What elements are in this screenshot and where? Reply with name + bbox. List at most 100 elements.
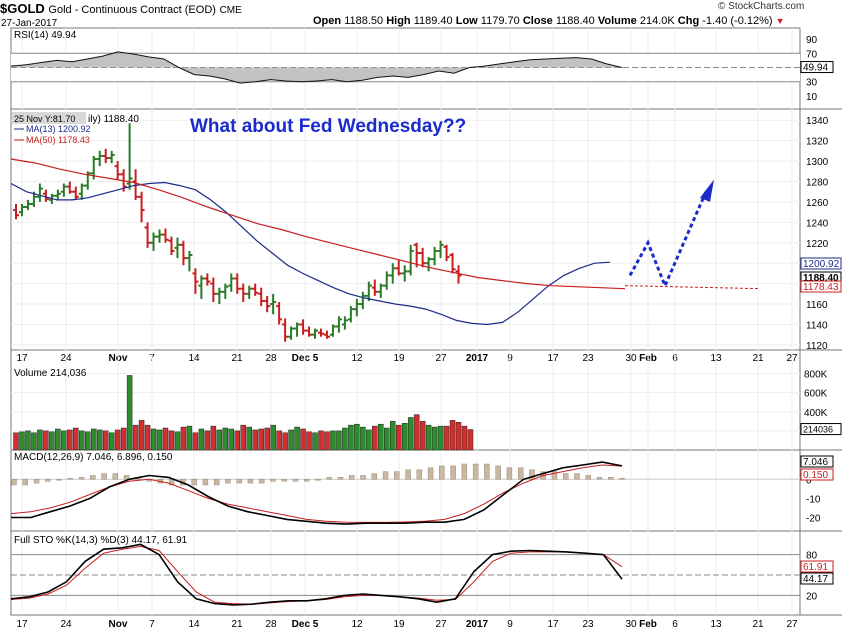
macd-histogram-bar xyxy=(461,463,468,480)
volume-bar xyxy=(401,422,408,451)
rsi-tick-label: 70 xyxy=(806,49,818,60)
macd-line xyxy=(11,461,623,525)
rsi-tick-label: 90 xyxy=(806,35,818,46)
volume-bar xyxy=(31,432,37,451)
macd-histogram-bar xyxy=(427,467,434,480)
x-axis-bottom-tick-label: 9 xyxy=(507,619,513,630)
ma13-legend: MA(13) 1200.92 xyxy=(26,124,91,134)
volume-badge: 214036 xyxy=(803,425,833,435)
rsi-legend: RSI(14) 49.94 xyxy=(14,30,77,41)
volume-bar xyxy=(389,421,396,451)
x-axis-bottom-tick-label: Dec 5 xyxy=(292,619,319,630)
x-axis-bottom-tick-label: 28 xyxy=(265,619,277,630)
price-badge: 1188.40 xyxy=(803,273,839,284)
sto-legend: Full STO %K(14,3) %D(3) 44.17, 61.91 xyxy=(14,535,188,546)
macd-histogram-bar xyxy=(315,479,321,481)
x-axis-bottom-tick-label: 27 xyxy=(435,619,447,630)
volume-bar xyxy=(366,429,372,451)
price-badge-box xyxy=(800,280,842,293)
volume-bar xyxy=(19,431,25,451)
sto-badge-box xyxy=(800,560,834,573)
volume-bar xyxy=(384,427,390,451)
price-tick-label: 1140 xyxy=(806,320,828,331)
volume-bar xyxy=(455,422,462,451)
x-axis-bottom-tick-label: 30 xyxy=(625,619,637,630)
macd-tick-label: -20 xyxy=(806,513,821,524)
volume-bar xyxy=(162,427,169,451)
macd-tick-label: -10 xyxy=(806,494,821,505)
macd-histogram-bar xyxy=(90,475,96,480)
macd-histogram-bar xyxy=(349,475,355,480)
macd-histogram-bar xyxy=(247,479,254,484)
macd-histogram-bar xyxy=(517,467,524,480)
volume-bar xyxy=(43,430,49,451)
ma50-line xyxy=(10,158,626,290)
volume-bar xyxy=(246,426,252,451)
price-tick-label: 1280 xyxy=(806,177,829,188)
x-axis-bottom-tick-label: 6 xyxy=(672,619,678,630)
volume-bar xyxy=(192,432,199,451)
volume-bar xyxy=(467,429,474,451)
x-axis-bottom-tick-label: Feb xyxy=(639,619,657,630)
volume-badge-box xyxy=(800,423,842,436)
macd-histogram-bar xyxy=(45,479,51,482)
volume-bar xyxy=(73,427,79,451)
price-tick-label: 1340 xyxy=(806,116,829,127)
volume-bar xyxy=(306,431,312,451)
macd-histogram-bar xyxy=(360,475,366,480)
x-axis-bottom-tick-label: 24 xyxy=(60,619,72,630)
x-axis-bottom-tick-label: 21 xyxy=(752,619,764,630)
plot-frame xyxy=(10,27,801,616)
volume-bar xyxy=(258,428,264,451)
macd-badge: 0.150 xyxy=(803,470,828,481)
volume-bar xyxy=(395,424,402,451)
volume-bar xyxy=(318,430,324,451)
macd-badge: 7.046 xyxy=(803,457,828,468)
tooltip-bg xyxy=(12,112,86,124)
volume-legend: Volume 214,036 xyxy=(14,368,87,379)
volume-bar xyxy=(348,424,354,451)
volume-bar xyxy=(168,430,175,451)
macd-histogram-bar xyxy=(619,478,625,480)
price-badge: 1200.92 xyxy=(803,259,840,270)
volume-bar xyxy=(372,425,378,451)
volume-bar xyxy=(85,431,91,451)
rsi-badge: 49.94 xyxy=(803,63,828,74)
volume-bar xyxy=(96,429,103,451)
volume-bar xyxy=(174,431,181,451)
volume-bar xyxy=(425,424,432,451)
macd-histogram-bar xyxy=(450,465,456,480)
ma13-line xyxy=(10,181,611,326)
volume-bar xyxy=(324,431,330,451)
instrument-name: Gold - Continuous Contract (EOD) xyxy=(48,4,216,16)
volume-bar xyxy=(67,429,73,451)
x-axis-bottom-tick-label: 13 xyxy=(710,619,722,630)
volume-bar xyxy=(282,432,288,451)
volume-bar xyxy=(120,427,127,451)
sto-badge-box xyxy=(800,572,834,585)
macd-histogram-bar xyxy=(585,475,591,480)
x-axis-bottom-tick-label: 27 xyxy=(786,619,798,630)
volume-bar xyxy=(186,425,193,451)
volume-bar xyxy=(144,424,151,451)
sto-badge: 61.91 xyxy=(803,562,828,573)
macd-histogram-bar xyxy=(506,467,513,480)
macd-histogram-bar xyxy=(202,479,209,486)
x-axis-bottom-tick-label: 12 xyxy=(351,619,363,630)
x-axis-bottom-tick-label: 21 xyxy=(231,619,243,630)
sto-badge: 44.17 xyxy=(803,574,828,585)
macd-histogram-bar xyxy=(439,465,445,480)
open-value: 1188.50 xyxy=(344,15,384,27)
macd-histogram-bar xyxy=(236,479,242,484)
macd-histogram-bar xyxy=(67,478,73,480)
x-axis-bottom-tick-label: 23 xyxy=(582,619,594,630)
volume-bar xyxy=(156,429,163,451)
x-axis-bottom-tick-label: 19 xyxy=(393,619,405,630)
volume-bar xyxy=(204,430,211,451)
symbol: $GOLD xyxy=(0,1,45,16)
price-badge-box xyxy=(800,257,842,270)
macd-histogram-bar xyxy=(371,473,377,480)
volume-bar xyxy=(126,375,133,451)
sto-tick-label: 80 xyxy=(806,551,818,562)
exchange: CME xyxy=(219,5,242,16)
